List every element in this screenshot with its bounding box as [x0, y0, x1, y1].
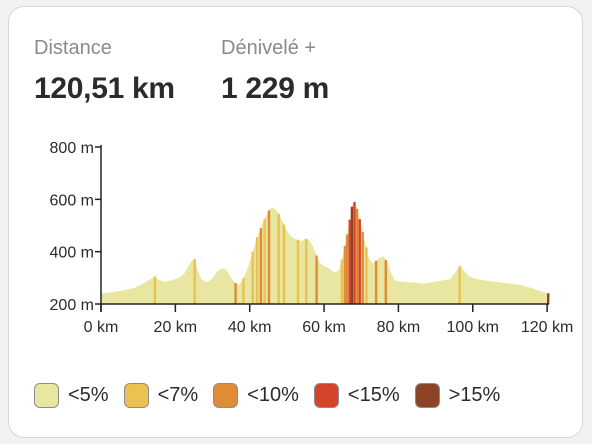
y-tick-label: 400 m [50, 245, 94, 262]
elevation-gain-stat: Dénivelé + 1 229 m [221, 37, 329, 106]
legend-swatch-lt5 [34, 383, 59, 408]
x-tick-label: 80 km [377, 319, 421, 336]
x-tick-label: 20 km [154, 319, 198, 336]
slope-segment [361, 231, 364, 304]
slope-segment [153, 276, 157, 304]
legend-item-lt15: <15% [313, 383, 400, 408]
slope-segment [358, 219, 361, 304]
slope-segment [374, 260, 378, 304]
legend-label-lt15: <15% [347, 384, 400, 406]
slope-segment [547, 293, 550, 304]
x-tick-label: 100 km [447, 319, 499, 336]
slope-legend: <5% <7% <10% <15% >15% [34, 383, 515, 408]
distance-label: Distance [34, 37, 112, 59]
elevation-profile-chart: 200 m 400 m 600 m 800 m 0 km 20 km 40 km 60 km 8… [50, 140, 574, 336]
x-tick-label: 120 km [521, 319, 573, 336]
legend-swatch-lt7 [123, 383, 149, 408]
slope-segment [305, 238, 308, 304]
slope-segment [355, 208, 359, 304]
legend-swatch-lt15 [313, 383, 339, 408]
distance-stat: Distance 120,51 km [34, 37, 175, 106]
slope-segment [263, 219, 266, 304]
legend-swatch-gt15 [414, 383, 440, 408]
legend-label-gt15: >15% [448, 384, 501, 406]
slope-segment [267, 210, 271, 304]
x-tick-label: 40 km [228, 319, 272, 336]
slope-segment [350, 206, 354, 304]
elevation-gain-label: Dénivelé + [221, 37, 317, 59]
slope-segment [259, 228, 263, 304]
legend-label-lt5: <5% [68, 384, 109, 406]
elevation-gain-value: 1 229 m [221, 72, 329, 105]
slope-segment [315, 255, 318, 304]
y-tick-label: 200 m [50, 297, 94, 314]
legend-label-lt7: <7% [157, 384, 199, 406]
slope-segment [242, 278, 245, 304]
legend-item-lt5: <5% [34, 383, 109, 408]
slope-segment [282, 224, 286, 304]
legend-label-lt10: <10% [247, 384, 299, 406]
legend-item-lt7: <7% [123, 383, 199, 408]
slope-segment [353, 201, 356, 304]
x-tick-label: 0 km [84, 319, 119, 336]
slope-segment [234, 283, 237, 304]
slope-segment [193, 259, 196, 304]
profile-area [101, 201, 549, 304]
x-tick-label: 60 km [302, 319, 346, 336]
legend-item-lt10: <10% [213, 383, 299, 408]
slope-segment [340, 259, 344, 304]
slope-segment [345, 234, 349, 304]
y-tick-label: 800 m [50, 140, 94, 157]
slope-segment [296, 239, 300, 304]
slope-segment [384, 259, 387, 304]
slope-segment [251, 251, 254, 304]
slope-segment [348, 219, 351, 304]
legend-item-gt15: >15% [414, 383, 501, 408]
y-tick-label: 600 m [50, 192, 94, 209]
slope-segment [255, 237, 259, 304]
slope-segment [458, 266, 461, 304]
elevation-card: Distance 120,51 km Dénivelé + 1 229 m 20… [8, 6, 583, 438]
slope-segment [277, 214, 280, 304]
slope-segment [343, 245, 347, 304]
slope-segment [365, 247, 368, 304]
distance-value: 120,51 km [34, 72, 175, 105]
legend-swatch-lt10 [213, 383, 239, 408]
